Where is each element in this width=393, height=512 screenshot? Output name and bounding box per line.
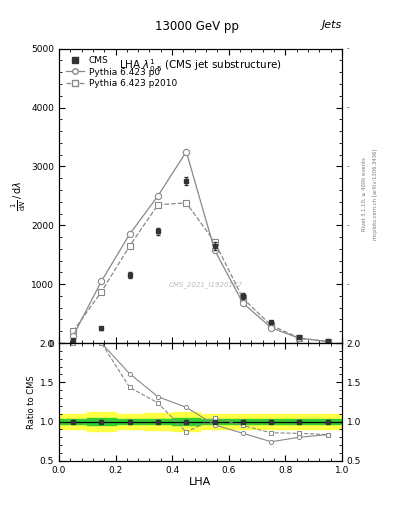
Pythia 6.423 p0 (127, 231, 132, 237)
Text: Rivet 3.1.10, ≥ 400k events: Rivet 3.1.10, ≥ 400k events (362, 158, 367, 231)
Line: Pythia 6.423 p2010: Pythia 6.423 p2010 (70, 200, 331, 345)
Pythia 6.423 p0 (184, 148, 189, 155)
Pythia 6.423 p2010 (184, 200, 189, 206)
Pythia 6.423 p0 (297, 335, 302, 342)
Pythia 6.423 p2010 (127, 243, 132, 249)
Text: Jets: Jets (321, 20, 342, 31)
X-axis label: LHA: LHA (189, 477, 211, 487)
Pythia 6.423 p2010 (269, 323, 274, 329)
Pythia 6.423 p0 (156, 193, 160, 199)
Pythia 6.423 p2010 (325, 338, 330, 345)
Text: 13000 GeV pp: 13000 GeV pp (154, 20, 239, 33)
Pythia 6.423 p2010 (297, 335, 302, 341)
Text: mcplots.cern.ch [arXiv:1306.3436]: mcplots.cern.ch [arXiv:1306.3436] (373, 149, 378, 240)
Line: Pythia 6.423 p0: Pythia 6.423 p0 (70, 148, 331, 345)
Pythia 6.423 p2010 (241, 295, 245, 302)
Pythia 6.423 p0 (71, 333, 75, 339)
Pythia 6.423 p2010 (212, 239, 217, 245)
Pythia 6.423 p0 (99, 278, 104, 284)
Pythia 6.423 p2010 (71, 328, 75, 334)
Legend: CMS, Pythia 6.423 p0, Pythia 6.423 p2010: CMS, Pythia 6.423 p0, Pythia 6.423 p2010 (63, 53, 180, 91)
Pythia 6.423 p0 (269, 325, 274, 331)
Pythia 6.423 p2010 (156, 202, 160, 208)
Text: LHA $\lambda^{1}_{0.5}$ (CMS jet substructure): LHA $\lambda^{1}_{0.5}$ (CMS jet substru… (119, 57, 282, 74)
Y-axis label: $\frac{1}{\mathrm{d}N} \, / \, \mathrm{d}\lambda$: $\frac{1}{\mathrm{d}N} \, / \, \mathrm{d… (10, 181, 28, 211)
Pythia 6.423 p0 (241, 300, 245, 306)
Pythia 6.423 p0 (325, 338, 330, 345)
Pythia 6.423 p0 (212, 247, 217, 253)
Pythia 6.423 p2010 (99, 289, 104, 295)
Y-axis label: Ratio to CMS: Ratio to CMS (27, 375, 35, 429)
Text: CMS_2021_I1920187: CMS_2021_I1920187 (169, 281, 243, 288)
